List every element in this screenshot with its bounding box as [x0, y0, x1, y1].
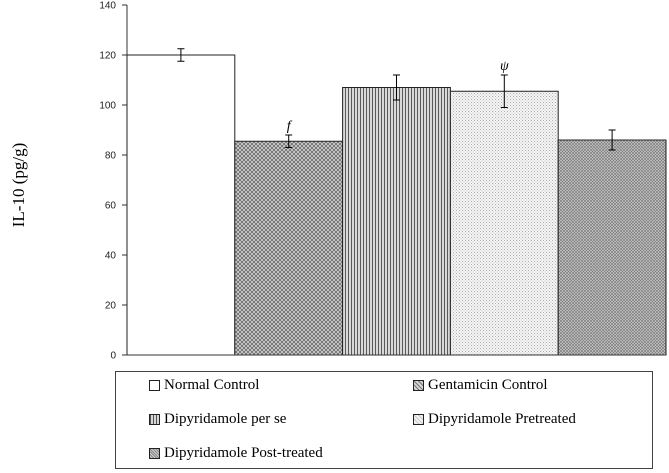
- legend-swatch: [149, 380, 160, 391]
- error-bars-group: [177, 48, 616, 151]
- legend-item: Dipyridamole Post-treated: [149, 445, 323, 462]
- y-axis: 0 20 40 60 80 100 120 140: [99, 1, 128, 362]
- y-axis-label: IL-10 (pg/g): [9, 143, 28, 228]
- legend-label: Gentamicin Control: [428, 377, 548, 393]
- significance-annotation: ψ: [500, 59, 509, 74]
- bar: [342, 87, 451, 356]
- bar: [557, 139, 667, 356]
- legend-label: Dipyridamole per se: [164, 411, 287, 427]
- error-bar: [500, 74, 508, 108]
- bar: [449, 90, 559, 356]
- legend-item: Dipyridamole per se: [149, 411, 286, 428]
- annotations-group: fψ: [287, 59, 509, 134]
- y-tick-label: 100: [99, 101, 116, 112]
- error-bar: [177, 48, 185, 62]
- y-tick-label: 80: [105, 151, 117, 162]
- legend-label: Dipyridamole Pretreated: [428, 411, 576, 427]
- legend-swatch: [149, 448, 160, 459]
- legend-label: Normal Control: [164, 377, 260, 393]
- y-tick-label: 40: [105, 251, 117, 262]
- error-bar: [608, 129, 616, 151]
- legend-swatch: [413, 380, 424, 391]
- y-tick-label: 120: [99, 51, 116, 62]
- legend-item: Dipyridamole Pretreated: [413, 411, 576, 428]
- legend-swatch: [413, 414, 424, 425]
- y-tick-label: 140: [99, 1, 116, 12]
- error-bar: [393, 74, 400, 101]
- legend-swatch: [149, 414, 160, 425]
- error-bar: [285, 134, 293, 148]
- legend-item: Gentamicin Control: [413, 377, 548, 394]
- legend-label: Dipyridamole Post-treated: [164, 445, 323, 461]
- bar: [234, 140, 344, 356]
- legend: Normal Control Gentamicin Control Dipyrida…: [115, 371, 653, 469]
- bar: [126, 54, 236, 356]
- legend-item: Normal Control: [149, 377, 259, 394]
- significance-annotation: f: [287, 119, 293, 134]
- y-tick-label: 60: [105, 201, 117, 212]
- y-tick-label: 0: [110, 351, 116, 362]
- bars-group: [126, 54, 667, 356]
- y-tick-label: 20: [105, 301, 117, 312]
